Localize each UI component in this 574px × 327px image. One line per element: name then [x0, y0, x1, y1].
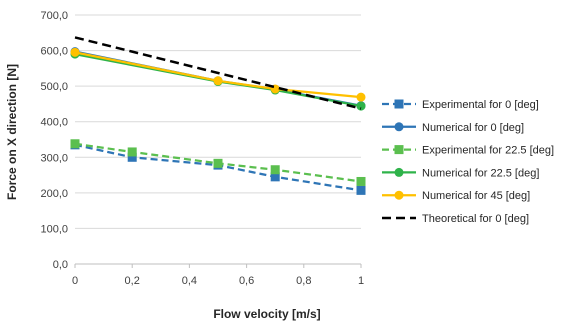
legend-marker [394, 190, 404, 200]
legend-marker [394, 145, 404, 155]
data-point [70, 47, 80, 57]
legend-item: Numerical for 22.5 [deg] [382, 167, 539, 179]
legend-marker [394, 99, 404, 109]
legend-marker [394, 167, 404, 177]
x-tick-label: 0,6 [239, 275, 254, 287]
data-point [356, 185, 366, 195]
series-line [74, 51, 362, 99]
series-line [74, 36, 362, 110]
legend-item: Theoretical for 0 [deg] [382, 213, 529, 225]
series-2 [70, 139, 366, 186]
x-tick-label: 0 [72, 275, 78, 287]
data-point [213, 76, 223, 86]
x-tick-label: 0,2 [125, 275, 140, 287]
legend-label: Experimental for 22.5 [deg] [422, 145, 554, 157]
legend-label: Theoretical for 0 [deg] [422, 213, 529, 225]
data-point [127, 147, 137, 157]
legend: Experimental for 0 [deg] Numerical for 0 … [382, 99, 554, 225]
x-axis-title: Flow velocity [m/s] [213, 307, 320, 321]
legend-item: Numerical for 45 [deg] [382, 190, 530, 202]
x-tick-label: 0,4 [182, 275, 197, 287]
data-point [270, 165, 280, 175]
x-tick-label: 0,8 [296, 275, 311, 287]
series-5 [74, 36, 362, 110]
y-tick-label: 600,0 [40, 46, 68, 58]
y-tick-labels: 0,0 100,0 200,0 300,0 400,0 500,0 600,0 700,0 [40, 10, 68, 271]
axes [74, 263, 362, 268]
data-point [70, 139, 80, 149]
legend-label: Numerical for 22.5 [deg] [422, 167, 539, 179]
legend-item: Numerical for 0 [deg] [382, 122, 524, 134]
data-point [127, 152, 137, 162]
x-tick-label: 1 [358, 275, 364, 287]
y-axis-title: Force on X direction [N] [5, 64, 19, 200]
series-group [70, 36, 366, 195]
x-tick-labels: 0 0,2 0,4 0,6 0,8 1 [72, 275, 364, 287]
y-tick-label: 700,0 [40, 10, 68, 22]
data-point [270, 172, 280, 182]
y-tick-label: 0,0 [53, 259, 68, 271]
series-4 [70, 47, 366, 102]
y-tick-label: 100,0 [40, 223, 68, 235]
data-point [356, 176, 366, 186]
gridlines [75, 14, 361, 229]
legend-label: Numerical for 0 [deg] [422, 122, 524, 134]
data-point [356, 92, 366, 102]
legend-label: Numerical for 45 [deg] [422, 190, 530, 202]
legend-marker [394, 122, 404, 132]
y-tick-label: 200,0 [40, 188, 68, 200]
y-tick-label: 300,0 [40, 152, 68, 164]
data-point [213, 158, 223, 168]
legend-label: Experimental for 0 [deg] [422, 99, 539, 111]
y-tick-label: 400,0 [40, 117, 68, 129]
legend-item: Experimental for 0 [deg] [382, 99, 539, 111]
data-point [356, 101, 366, 111]
y-tick-label: 500,0 [40, 81, 68, 93]
legend-item: Experimental for 22.5 [deg] [382, 145, 554, 157]
